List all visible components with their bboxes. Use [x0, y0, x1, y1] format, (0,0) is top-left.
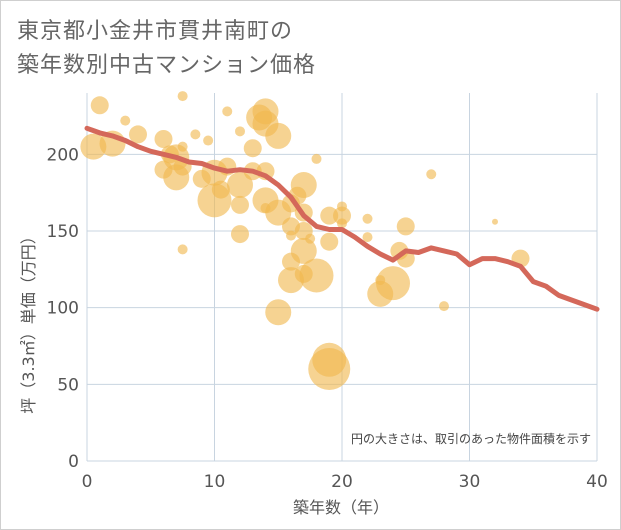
- data-bubble: [376, 266, 410, 301]
- trend-line: [84, 125, 600, 312]
- size-note: 円の大きさは、取引のあった物件面積を示す: [351, 431, 591, 446]
- data-bubble: [396, 217, 415, 236]
- data-bubble: [231, 195, 249, 214]
- data-bubble: [265, 122, 292, 149]
- data-bubble: [80, 133, 107, 160]
- data-bubble: [120, 115, 131, 126]
- x-tick-label: 30: [459, 472, 481, 492]
- data-bubble: [231, 225, 249, 244]
- data-bubble: [190, 129, 201, 140]
- data-bubble: [227, 172, 253, 198]
- data-bubble: [439, 301, 449, 312]
- x-tick-label: 20: [331, 472, 353, 492]
- y-tick-label: 0: [68, 452, 79, 472]
- y-axis-label: 坪（3.3㎡）単価（万円）: [19, 228, 38, 413]
- x-tick-label: 10: [204, 472, 226, 492]
- data-bubble: [299, 258, 334, 293]
- data-bubble: [362, 232, 373, 243]
- y-tick-label: 150: [47, 222, 79, 242]
- data-bubble: [154, 130, 173, 148]
- data-bubble: [129, 125, 147, 144]
- y-tick-label: 50: [57, 375, 79, 395]
- data-bubble: [177, 91, 188, 102]
- data-bubble: [211, 180, 230, 199]
- data-bubble: [492, 218, 498, 225]
- data-bubble: [177, 244, 188, 255]
- chart-title: 東京都小金井市貫井南町の 築年数別中古マンション価格: [17, 15, 316, 83]
- x-tick-label: 40: [586, 472, 608, 492]
- data-bubble: [177, 141, 188, 152]
- bubble-layer: [80, 91, 530, 390]
- data-bubble: [362, 213, 373, 224]
- data-bubble: [90, 96, 109, 115]
- x-axis-label: 築年数（年）: [293, 498, 389, 517]
- data-bubble: [333, 206, 351, 225]
- data-bubble: [337, 218, 347, 229]
- data-bubble: [305, 233, 316, 244]
- tick-labels: 0 10 20 30 40 0 50 100 150 200: [47, 145, 608, 492]
- data-bubble: [426, 169, 437, 180]
- data-bubble: [243, 139, 262, 158]
- data-bubble: [308, 348, 351, 390]
- data-bubble: [286, 230, 296, 241]
- data-bubble: [222, 106, 233, 117]
- data-bubble: [320, 232, 339, 251]
- title-line-2: 築年数別中古マンション価格: [17, 53, 317, 78]
- title-line-1: 東京都小金井市貫井南町の: [17, 19, 294, 44]
- data-bubble: [265, 299, 292, 326]
- data-bubble: [235, 126, 245, 137]
- y-tick-label: 200: [47, 145, 79, 165]
- data-bubble: [203, 135, 214, 146]
- x-tick-label: 0: [82, 472, 93, 492]
- data-bubble: [290, 172, 317, 198]
- y-tick-label: 100: [47, 299, 79, 319]
- data-bubble: [311, 153, 322, 164]
- data-bubble: [290, 237, 317, 264]
- data-bubble: [320, 206, 339, 225]
